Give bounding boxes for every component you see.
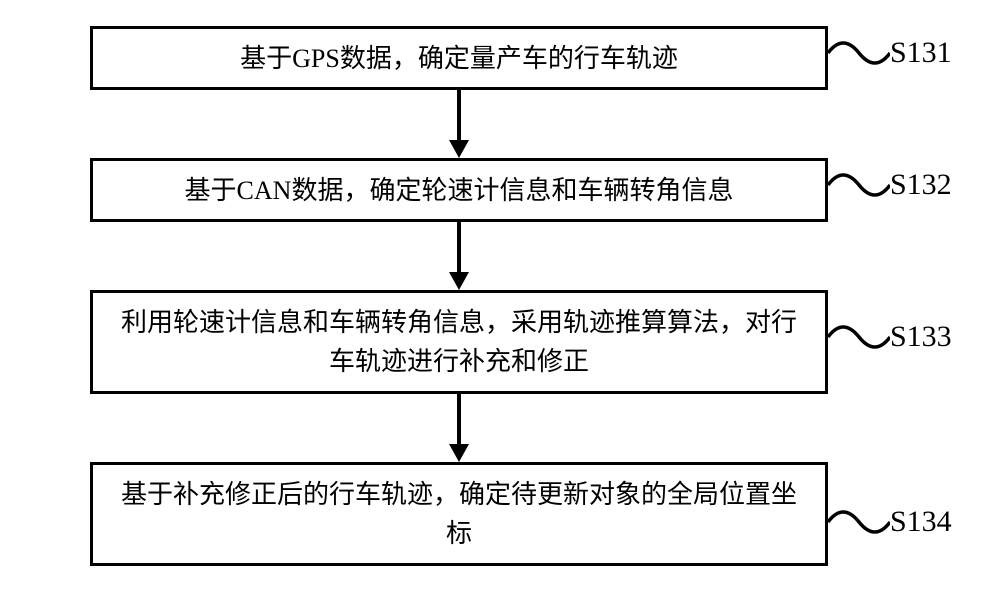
arrow-line-1 xyxy=(457,90,461,140)
step-box-s131: 基于GPS数据，确定量产车的行车轨迹 xyxy=(90,26,828,90)
step-box-s134: 基于补充修正后的行车轨迹，确定待更新对象的全局位置坐标 xyxy=(90,462,828,566)
arrow-line-3 xyxy=(457,394,461,444)
connector-s134 xyxy=(828,497,890,547)
connector-s131 xyxy=(828,28,890,78)
step-text: 基于CAN数据，确定轮速计信息和车辆转角信息 xyxy=(185,171,734,210)
flowchart-container: 基于GPS数据，确定量产车的行车轨迹 S131 基于CAN数据，确定轮速计信息和… xyxy=(0,0,1000,606)
step-label-s131: S131 xyxy=(890,36,952,70)
arrow-head-1 xyxy=(449,140,469,158)
step-text: 利用轮速计信息和车辆转角信息，采用轨迹推算算法，对行车轨迹进行补充和修正 xyxy=(113,303,805,381)
connector-s132 xyxy=(828,160,890,210)
connector-s133 xyxy=(828,312,890,362)
step-label-s132: S132 xyxy=(890,168,952,202)
step-label-s134: S134 xyxy=(890,505,952,539)
arrow-line-2 xyxy=(457,222,461,272)
arrow-head-3 xyxy=(449,444,469,462)
step-box-s132: 基于CAN数据，确定轮速计信息和车辆转角信息 xyxy=(90,158,828,222)
step-label-s133: S133 xyxy=(890,320,952,354)
step-text: 基于补充修正后的行车轨迹，确定待更新对象的全局位置坐标 xyxy=(113,475,805,553)
arrow-head-2 xyxy=(449,272,469,290)
step-box-s133: 利用轮速计信息和车辆转角信息，采用轨迹推算算法，对行车轨迹进行补充和修正 xyxy=(90,290,828,394)
step-text: 基于GPS数据，确定量产车的行车轨迹 xyxy=(240,39,678,78)
